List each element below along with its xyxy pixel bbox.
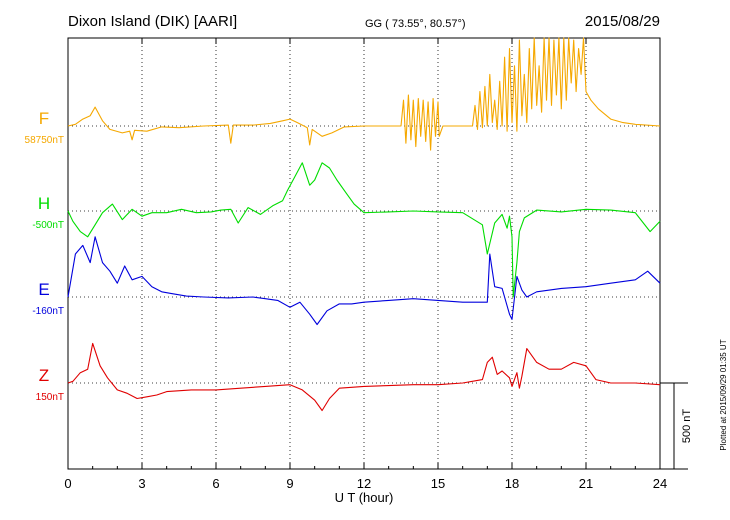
date-label: 2015/08/29 <box>585 13 660 30</box>
component-letter-E: E <box>38 280 49 299</box>
baseline-value-Z: 150nT <box>36 392 64 403</box>
coordinates-label: GG ( 73.55°, 80.57°) <box>365 18 466 30</box>
baseline-value-E: -160nT <box>32 306 64 317</box>
series-line-Z <box>67 342 661 412</box>
x-axis: 0 3 6 9 12 15 18 21 24 <box>64 38 667 491</box>
x-tick-label-18: 18 <box>505 476 519 491</box>
series-line-H <box>67 162 661 298</box>
x-tick-label-3: 3 <box>138 476 145 491</box>
grid-lines <box>68 38 660 469</box>
component-letter-F: F <box>39 109 49 128</box>
series-line-F <box>67 37 661 151</box>
x-tick-label-15: 15 <box>431 476 445 491</box>
x-tick-label-0: 0 <box>64 476 71 491</box>
component-letter-Z: Z <box>39 366 49 385</box>
x-axis-label: U T (hour) <box>335 490 394 505</box>
x-tick-label-24: 24 <box>653 476 667 491</box>
x-tick-label-9: 9 <box>286 476 293 491</box>
scale-bar: 500 nT <box>660 382 693 470</box>
baseline-value-H: -500nT <box>32 220 64 231</box>
series-line-E <box>67 236 661 326</box>
x-tick-label-21: 21 <box>579 476 593 491</box>
component-letter-H: H <box>38 194 50 213</box>
x-tick-label-6: 6 <box>212 476 219 491</box>
component-labels: F 58750nT H -500nT E -160nT Z 150nT <box>25 109 64 403</box>
station-title: Dixon Island (DIK) [AARI] <box>68 13 237 30</box>
scale-bar-label: 500 nT <box>681 409 693 444</box>
plotted-at-note: Plotted at 2015/09/29 01:35 UT <box>719 339 728 450</box>
x-tick-label-12: 12 <box>357 476 371 491</box>
baseline-value-F: 58750nT <box>25 135 64 146</box>
series-layer <box>67 37 661 412</box>
